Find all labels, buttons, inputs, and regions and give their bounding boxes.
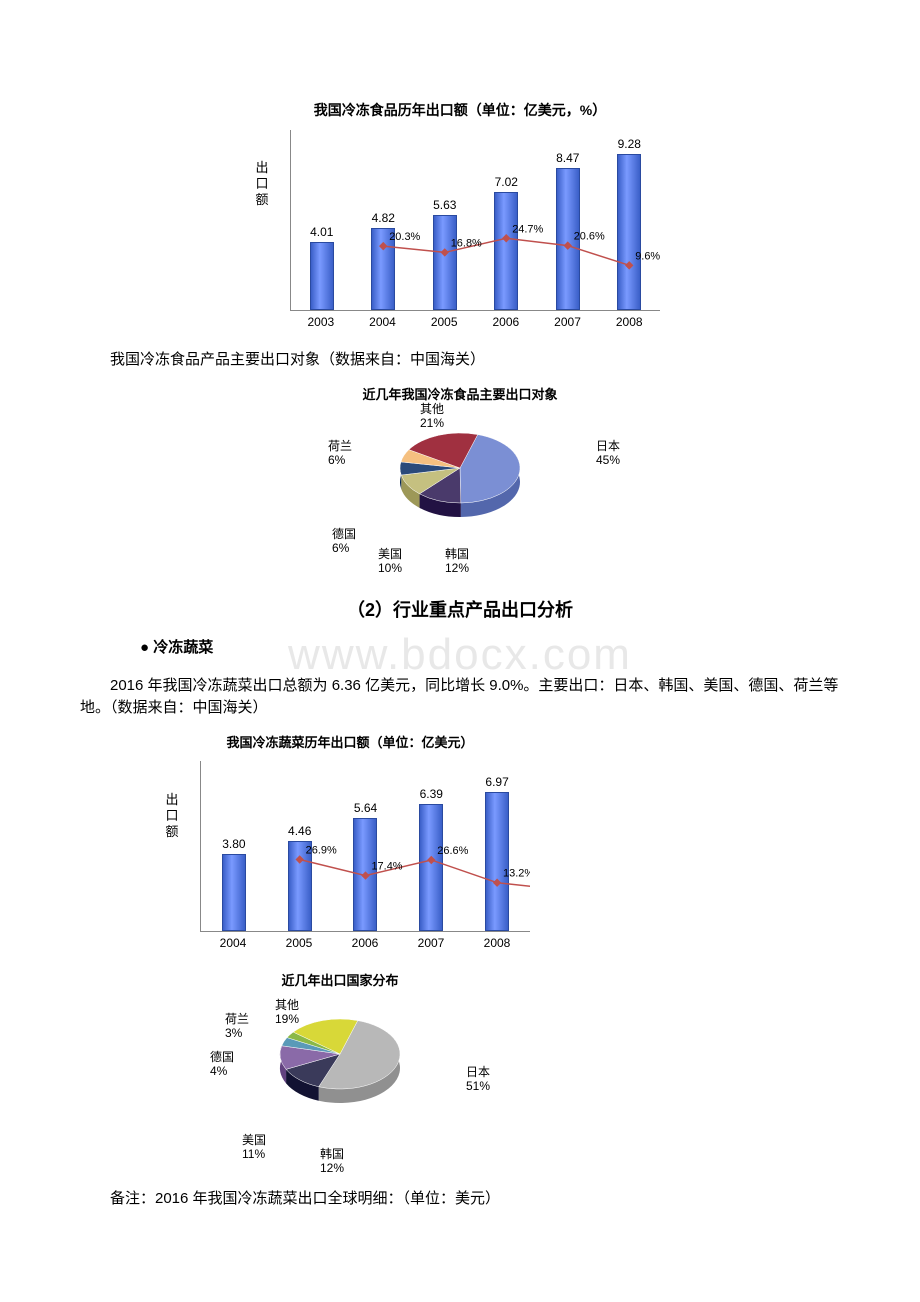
pie2-label-netherlands: 荷兰3%	[225, 1012, 249, 1041]
chart-frozen-food-export: 我国冷冻食品历年出口额（单位：亿美元，%） 出口额 4.014.825.637.…	[250, 100, 670, 329]
para-frozen-veg: 2016 年我国冷冻蔬菜出口总额为 6.36 亿美元，同比增长 9.0%。主要出…	[80, 675, 840, 720]
chart2-ylabel: 出口额	[165, 792, 179, 840]
pie2-title: 近几年出口国家分布	[180, 970, 500, 989]
pie1-title: 近几年我国冷冻食品主要出口对象	[280, 384, 640, 403]
chart-frozen-veg-export: 我国冷冻蔬菜历年出口额（单位：亿美元） 出口额 3.804.465.646.39…	[160, 732, 540, 950]
pie-export-targets: 近几年我国冷冻食品主要出口对象 日本45% 韩国12% 美国10% 德国6% 荷…	[280, 384, 640, 574]
pie1-label-netherlands: 荷兰6%	[328, 439, 352, 468]
chart1-plot: 4.014.825.637.028.479.28 20.3%16.8%24.7%…	[290, 130, 660, 311]
chart2-title: 我国冷冻蔬菜历年出口额（单位：亿美元）	[160, 732, 540, 751]
pie2-label-usa: 美国11%	[242, 1133, 266, 1162]
chart1-title: 我国冷冻食品历年出口额（单位：亿美元，%）	[250, 100, 670, 120]
chart1-ylabel: 出口额	[255, 160, 269, 208]
caption-export-targets: 我国冷冻食品产品主要出口对象（数据来自：中国海关）	[80, 349, 840, 372]
pie1-label-usa: 美国10%	[378, 547, 402, 576]
pie2-label-korea: 韩国12%	[320, 1147, 344, 1176]
caption-veg-detail: 备注：2016 年我国冷冻蔬菜出口全球明细：（单位：美元）	[80, 1188, 840, 1211]
pie1-label-korea: 韩国12%	[445, 547, 469, 576]
pie1-label-germany: 德国6%	[332, 527, 356, 556]
chart2-plot: 3.804.465.646.396.97 26.9%17.4%26.6%13.2…	[200, 761, 530, 932]
pie2-label-germany: 德国4%	[210, 1050, 234, 1079]
pie-veg-export-countries: 近几年出口国家分布 日本51% 韩国12% 美国11% 德国4% 荷兰3% 其他…	[180, 970, 500, 1170]
section-heading: （2）行业重点产品出口分析	[80, 596, 840, 622]
pie1-label-other: 其他21%	[420, 402, 444, 431]
pie1-label-japan: 日本45%	[596, 439, 620, 468]
pie2-label-japan: 日本51%	[466, 1065, 490, 1094]
pie1-svg	[370, 413, 550, 533]
bullet-frozen-veg: ● 冷冻蔬菜	[140, 636, 840, 657]
pie2-label-other: 其他19%	[275, 998, 299, 1027]
